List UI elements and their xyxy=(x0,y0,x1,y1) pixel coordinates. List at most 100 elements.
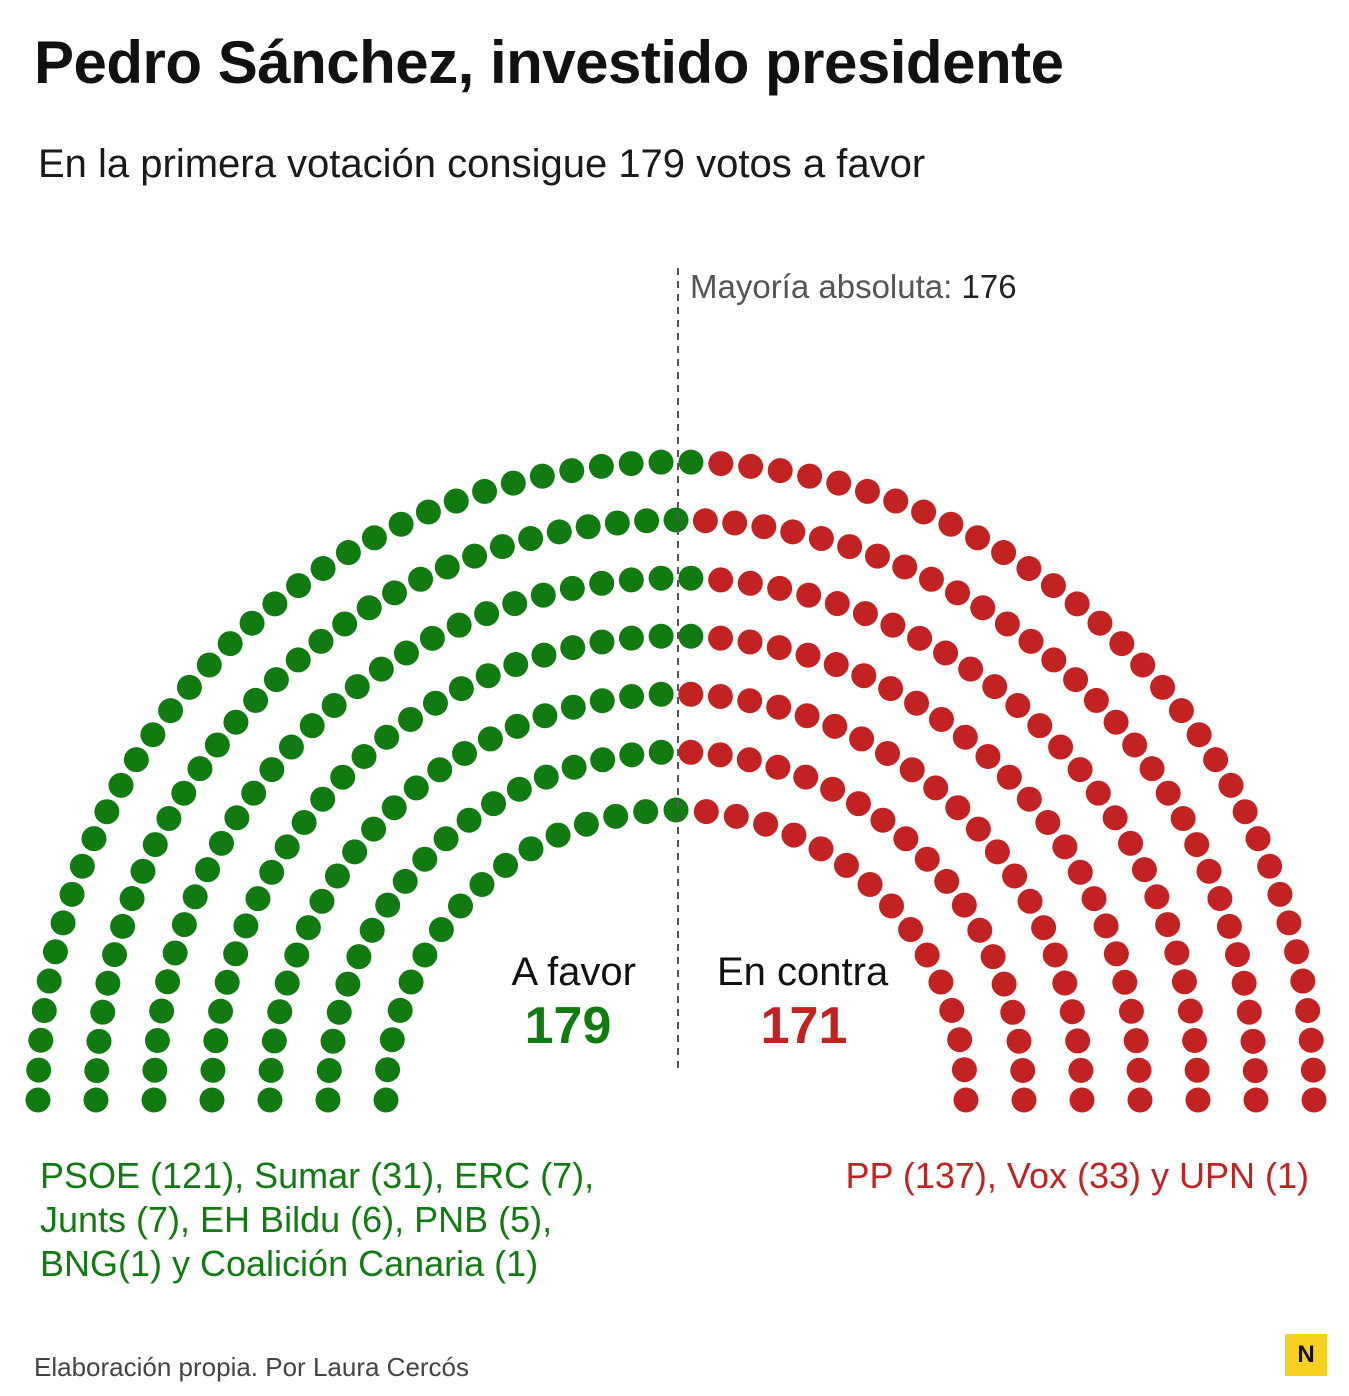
seat-favor xyxy=(603,803,629,829)
seats-group xyxy=(25,449,1327,1113)
seat-favor xyxy=(119,886,145,912)
favor-parties: PSOE (121), Sumar (31), ERC (7), Junts (… xyxy=(40,1154,640,1286)
seat-contra xyxy=(1069,1087,1095,1113)
seat-favor xyxy=(176,674,202,700)
seat-contra xyxy=(892,554,918,580)
seat-favor xyxy=(518,526,544,552)
seat-contra xyxy=(1052,834,1078,860)
seat-favor xyxy=(545,822,571,848)
seat-favor xyxy=(678,565,704,591)
seat-favor xyxy=(320,1028,346,1054)
seat-contra xyxy=(1245,826,1271,852)
seat-contra xyxy=(692,508,718,534)
seat-contra xyxy=(1005,693,1031,718)
seat-favor xyxy=(108,772,134,798)
seat-contra xyxy=(1040,573,1066,599)
seat-favor xyxy=(412,942,438,968)
brand-logo: N xyxy=(1285,1334,1327,1376)
seat-favor xyxy=(326,999,352,1025)
seat-contra xyxy=(1171,969,1197,995)
seat-contra xyxy=(723,803,749,829)
seat-favor xyxy=(678,449,704,475)
seat-favor xyxy=(233,913,259,939)
seat-contra xyxy=(820,776,846,802)
seat-favor xyxy=(36,968,62,994)
seat-favor xyxy=(419,625,445,651)
seat-contra xyxy=(938,511,964,537)
seat-contra xyxy=(1300,1057,1326,1083)
seat-contra xyxy=(914,846,940,872)
seat-contra xyxy=(1130,652,1156,678)
seat-contra xyxy=(1150,674,1176,700)
seat-contra xyxy=(767,575,793,601)
seat-contra xyxy=(793,764,819,790)
seat-contra xyxy=(918,566,944,592)
seat-favor xyxy=(335,540,361,566)
seat-contra xyxy=(837,534,863,560)
parliament-chart: Mayoría absoluta: 176 A favor 179 En con… xyxy=(25,268,1327,1113)
seat-favor xyxy=(149,998,175,1024)
seat-contra xyxy=(708,625,734,651)
seat-favor xyxy=(158,698,184,724)
seat-favor xyxy=(95,970,121,996)
seat-favor xyxy=(204,732,230,758)
majority-value: 176 xyxy=(961,268,1016,305)
seat-contra xyxy=(904,690,930,716)
seat-favor xyxy=(59,881,85,907)
seat-favor xyxy=(315,1087,341,1113)
seat-contra xyxy=(1118,830,1144,856)
seat-favor xyxy=(648,449,674,475)
seat-favor xyxy=(559,575,585,601)
seat-contra xyxy=(1182,1028,1208,1053)
seat-favor xyxy=(472,478,498,504)
seat-favor xyxy=(446,612,472,638)
seat-favor xyxy=(559,458,585,484)
seat-contra xyxy=(970,595,996,621)
seat-favor xyxy=(518,836,544,862)
seat-favor xyxy=(342,839,368,865)
seat-contra xyxy=(1064,591,1090,617)
seat-contra xyxy=(1000,999,1026,1025)
seat-favor xyxy=(575,514,601,540)
seat-contra xyxy=(766,635,792,661)
seat-favor xyxy=(604,510,630,536)
seat-favor xyxy=(427,757,453,783)
seat-favor xyxy=(493,852,519,878)
seat-contra xyxy=(1185,1087,1211,1113)
seat-favor xyxy=(123,747,149,773)
seat-favor xyxy=(102,942,128,968)
seat-favor xyxy=(561,754,587,780)
seat-contra xyxy=(1006,1028,1032,1054)
seat-favor xyxy=(663,797,689,823)
seat-contra xyxy=(1290,968,1316,994)
seat-favor xyxy=(356,595,382,621)
seat-favor xyxy=(110,913,136,939)
seat-favor xyxy=(130,858,156,884)
seat-favor xyxy=(351,744,377,770)
seat-favor xyxy=(263,667,289,693)
seat-favor xyxy=(69,853,95,879)
seat-favor xyxy=(310,555,336,581)
seat-contra xyxy=(1063,667,1089,693)
seat-favor xyxy=(335,971,361,997)
seat-favor xyxy=(456,807,482,833)
seat-contra xyxy=(1048,734,1074,760)
seat-contra xyxy=(933,640,959,666)
seat-contra xyxy=(824,591,850,617)
seat-contra xyxy=(753,811,779,837)
seat-favor xyxy=(560,694,586,720)
seat-favor xyxy=(90,999,116,1025)
credit-footer: Elaboración propia. Por Laura Cercós xyxy=(34,1352,470,1382)
seat-favor xyxy=(86,1028,112,1054)
seat-favor xyxy=(382,580,408,606)
seat-favor xyxy=(214,969,240,995)
seat-contra xyxy=(980,944,1006,970)
seat-favor xyxy=(469,871,495,897)
seat-contra xyxy=(822,713,848,739)
seat-contra xyxy=(1018,628,1044,654)
seat-contra xyxy=(870,807,896,833)
seat-favor xyxy=(415,499,441,525)
seat-favor xyxy=(196,652,222,678)
seat-favor xyxy=(530,582,556,608)
seat-favor xyxy=(589,688,615,714)
